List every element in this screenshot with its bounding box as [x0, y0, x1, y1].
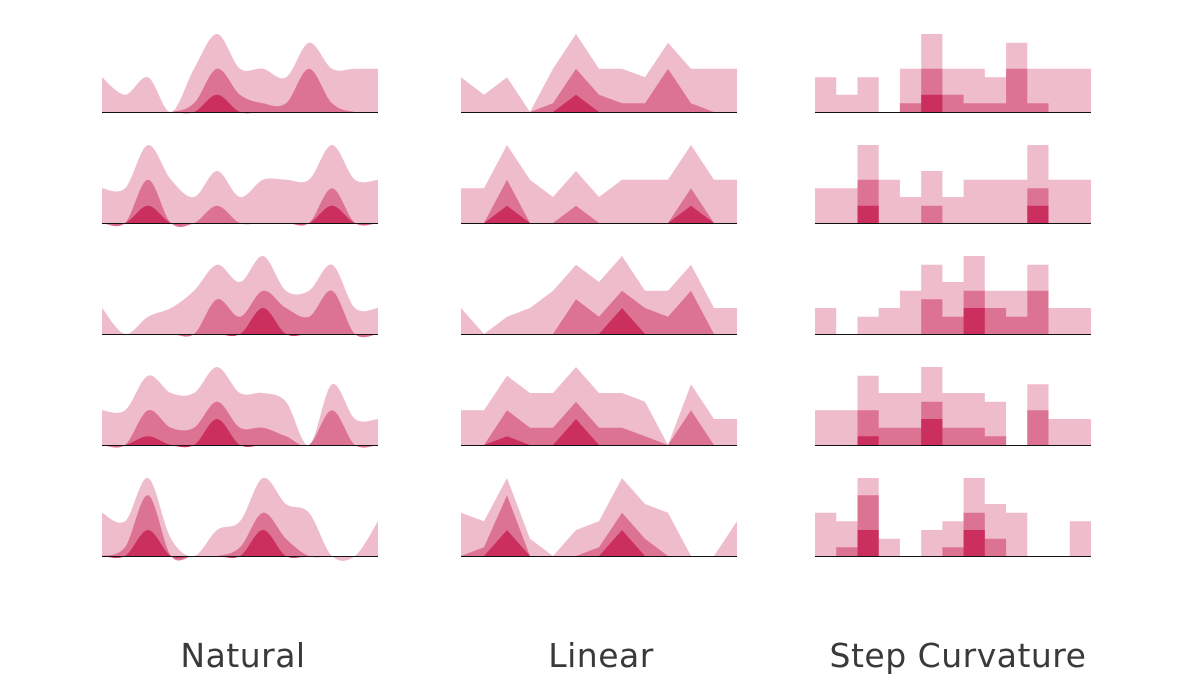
- natural-row-2-dark-area: [102, 205, 378, 225]
- step-row-2-medium-area: [815, 179, 1091, 223]
- natural-row-1: [102, 34, 378, 114]
- linear-row-4-medium-area: [461, 401, 737, 445]
- step-row-5: [815, 478, 1091, 557]
- linear-row-3-light-area: [461, 256, 737, 334]
- step-row-4-medium-area: [815, 401, 1091, 445]
- natural-row-3-medium-area: [102, 290, 378, 338]
- step-row-2-light-area: [815, 145, 1091, 223]
- step-row-2-dark-area: [815, 205, 1091, 223]
- natural-row-4-medium-area: [102, 401, 378, 448]
- step-row-3-medium-area: [815, 290, 1091, 334]
- linear-row-5-light-area: [461, 478, 737, 556]
- step-row-3: [815, 256, 1091, 335]
- linear-row-3: [461, 256, 737, 335]
- linear-row-1: [461, 34, 737, 113]
- linear-row-5-medium-area: [461, 495, 737, 556]
- step-row-3-light-area: [815, 256, 1091, 334]
- natural-row-5: [102, 477, 378, 561]
- linear-row-2-dark-area: [461, 205, 737, 223]
- linear-row-2: [461, 145, 737, 224]
- linear-row-2-light-area: [461, 145, 737, 223]
- linear-row-5-dark-area: [461, 530, 737, 556]
- step-row-5-medium-area: [815, 495, 1091, 556]
- natural-row-1-medium-area: [102, 68, 378, 113]
- natural-row-2-light-area: [102, 144, 378, 223]
- linear-row-4-light-area: [461, 367, 737, 445]
- linear-column-label: Linear: [548, 636, 654, 675]
- step-row-1-medium-area: [815, 68, 1091, 112]
- step-curvature-column-label: Step Curvature: [829, 636, 1087, 675]
- step-row-1: [815, 34, 1091, 113]
- natural-row-4: [102, 367, 378, 448]
- natural-row-3: [102, 255, 378, 338]
- step-row-4: [815, 367, 1091, 446]
- linear-row-1-medium-area: [461, 68, 737, 112]
- linear-row-2-medium-area: [461, 179, 737, 223]
- natural-row-5-dark-area: [102, 530, 378, 558]
- natural-row-4-dark-area: [102, 419, 378, 448]
- linear-row-4: [461, 367, 737, 446]
- step-row-5-light-area: [815, 478, 1091, 556]
- linear-row-5: [461, 478, 737, 557]
- natural-row-3-light-area: [102, 255, 378, 335]
- step-row-4-light-area: [815, 367, 1091, 445]
- natural-row-4-light-area: [102, 367, 378, 446]
- natural-row-2: [102, 144, 378, 227]
- step-row-2: [815, 145, 1091, 224]
- natural-column-label: Natural: [180, 636, 306, 675]
- natural-row-5-light-area: [102, 477, 378, 561]
- linear-row-3-medium-area: [461, 290, 737, 334]
- step-row-5-dark-area: [815, 530, 1091, 556]
